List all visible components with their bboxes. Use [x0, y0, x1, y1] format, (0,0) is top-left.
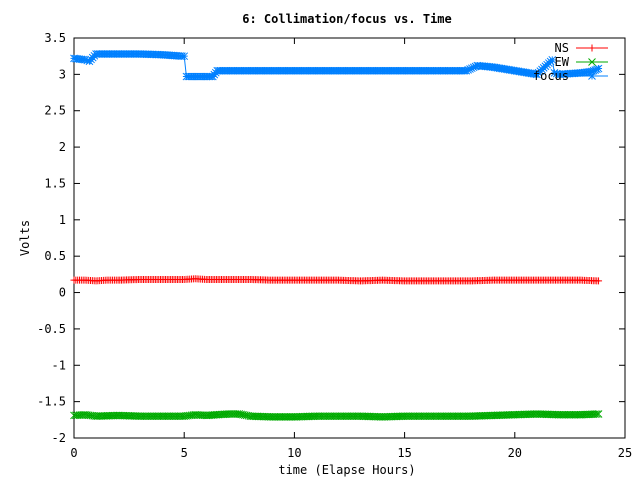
series-marker-ew — [75, 411, 84, 419]
series-marker-ew — [153, 412, 161, 421]
y-tick-label: -1.5 — [37, 395, 66, 409]
series-layer — [70, 50, 603, 421]
chart-title: 6: Collimation/focus vs. Time — [242, 12, 452, 26]
series-marker-focus — [471, 62, 480, 71]
legend-label-ew: EW — [555, 55, 570, 69]
series-marker-ew — [592, 410, 601, 418]
axis-ticks: 0 5 10 15 20 25 -2 -1.5 -1 -0.5 0 0.5 1 1.5 2 2.5 3 3.5 — [37, 31, 632, 460]
series-focus — [70, 50, 603, 81]
series-marker-ew — [131, 412, 139, 420]
series-marker-ew — [461, 412, 470, 421]
series-marker-focus — [332, 66, 341, 75]
series-marker-ew — [329, 412, 338, 421]
legend-label-ns: NS — [555, 41, 569, 55]
data-point-focus — [550, 69, 559, 77]
series-marker-ns — [593, 277, 601, 285]
series-marker-ew — [417, 412, 426, 421]
plot-frame — [73, 37, 626, 439]
series-marker-focus — [79, 55, 88, 64]
series-marker-ew — [589, 410, 598, 419]
y-axis-label: Volts — [18, 220, 32, 256]
series-marker-focus — [83, 56, 92, 65]
series-marker-ew — [549, 410, 558, 419]
series-marker-focus — [288, 66, 297, 75]
legend-marker-ew — [588, 58, 596, 66]
series-marker-focus — [575, 69, 584, 77]
series-marker-ew — [483, 411, 492, 420]
series-marker-focus — [176, 52, 185, 60]
series-marker-ew — [285, 413, 294, 421]
series-marker-ew — [373, 412, 382, 421]
legend-marker-focus — [588, 72, 596, 80]
y-tick-label: 2 — [59, 140, 66, 154]
series-marker-ew — [228, 410, 236, 418]
series-marker-ew — [229, 410, 238, 418]
series-ew — [70, 410, 603, 421]
series-marker-ew — [307, 412, 316, 421]
series-marker-focus — [244, 66, 253, 75]
series-marker-focus — [376, 66, 385, 75]
series-marker-focus — [531, 70, 539, 78]
y-tick-label: 0 — [59, 286, 66, 300]
y-tick-label: 3 — [59, 67, 66, 81]
y-tick-label: 1.5 — [44, 176, 66, 190]
series-marker-ew — [439, 412, 448, 421]
series-marker-ew — [219, 410, 228, 419]
data-point-focus — [594, 64, 603, 73]
series-ns — [70, 275, 603, 285]
legend-label-focus: focus — [533, 69, 569, 83]
legend-marker-ns — [588, 44, 596, 52]
series-marker-focus — [509, 66, 517, 75]
y-tick-label: -0.5 — [37, 322, 66, 336]
series-marker-focus — [467, 64, 476, 73]
series-marker-ew — [395, 412, 404, 421]
x-axis-label: time (Elapse Hours) — [278, 463, 415, 477]
x-tick-label: 5 — [181, 446, 188, 460]
series-marker-ew — [226, 410, 234, 418]
series-marker-focus — [207, 72, 216, 81]
series-marker-focus — [552, 69, 561, 78]
series-marker-focus — [586, 67, 594, 76]
x-tick-label: 0 — [70, 446, 77, 460]
series-marker-ew — [196, 411, 205, 419]
series-marker-focus — [469, 63, 478, 72]
series-marker-ew — [189, 411, 198, 419]
series-marker-focus — [591, 66, 600, 74]
series-marker-ew — [571, 410, 580, 419]
series-marker-ew — [263, 412, 272, 421]
series-marker-focus — [211, 68, 220, 77]
series-marker-ew — [591, 410, 599, 418]
series-marker-ew — [527, 410, 536, 419]
y-tick-label: 3.5 — [44, 31, 66, 45]
series-marker-focus — [466, 65, 474, 73]
y-tick-label: -1 — [52, 358, 66, 372]
series-marker-focus — [90, 51, 99, 60]
series-marker-ew — [505, 411, 514, 419]
series-marker-focus — [589, 66, 598, 75]
series-marker-ew — [77, 411, 86, 419]
x-tick-label: 10 — [287, 446, 301, 460]
series-line-ew — [73, 413, 599, 418]
data-point-focus — [180, 52, 189, 61]
y-tick-label: 0.5 — [44, 249, 66, 263]
x-tick-label: 20 — [508, 446, 522, 460]
series-marker-ew — [175, 412, 183, 421]
y-tick-label: 1 — [59, 213, 66, 227]
y-tick-label: -2 — [52, 431, 66, 445]
series-marker-ew — [351, 412, 360, 421]
x-tick-label: 25 — [618, 446, 632, 460]
series-marker-focus — [460, 66, 469, 75]
series-marker-focus — [464, 66, 473, 74]
y-tick-label: 2.5 — [44, 104, 66, 118]
series-marker-ew — [109, 411, 117, 420]
x-tick-label: 15 — [397, 446, 411, 460]
series-marker-focus — [546, 57, 555, 66]
series-marker-focus — [593, 65, 601, 74]
